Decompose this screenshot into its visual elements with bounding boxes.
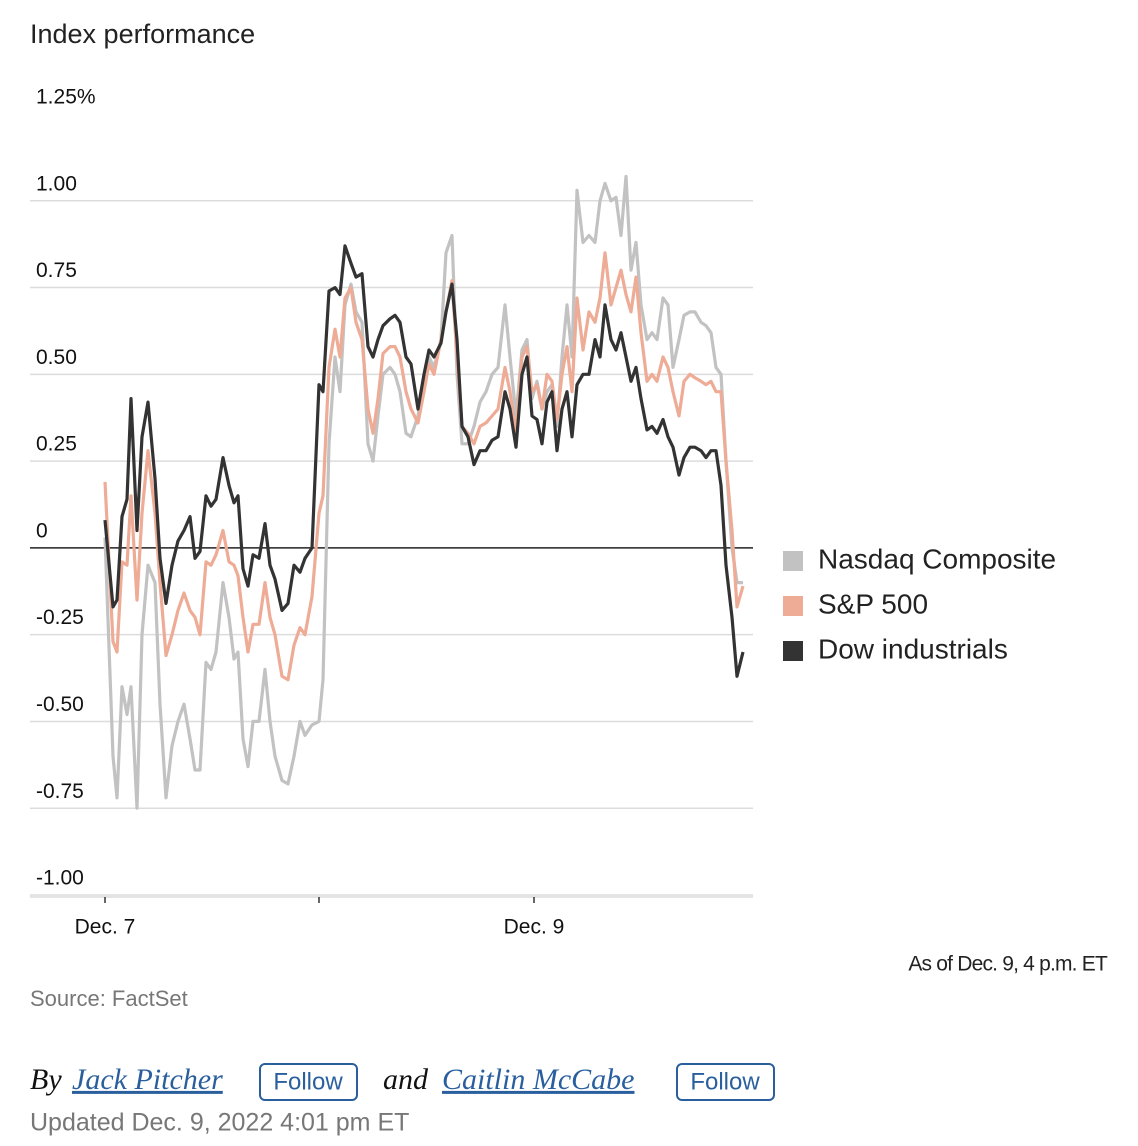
source: Source: FactSet [30,986,188,1011]
y-tick-label: 0 [36,519,48,542]
follow-button[interactable] [676,1063,775,1101]
author-link[interactable]: Caitlin McCabe [442,1063,634,1096]
byline-prefix: By [30,1063,62,1096]
y-tick-label: 0.25 [36,433,77,456]
legend-label: S&P 500 [818,588,928,619]
y-tick-label: 1.00 [36,172,77,195]
y-tick-label: -0.50 [36,693,84,716]
series-line [103,244,745,678]
follow-label[interactable]: Follow [690,1068,760,1095]
author-link[interactable]: Jack Pitcher [72,1063,223,1096]
x-tick-label: Dec. 7 [75,916,136,939]
y-tick-label: 0.50 [36,346,77,369]
y-tick-label: -0.75 [36,780,84,803]
follow-label[interactable]: Follow [273,1068,343,1095]
legend-swatch [783,551,803,571]
follow-button[interactable] [259,1063,358,1101]
series-line [103,174,743,810]
chart-title: Index performance [30,19,255,49]
legend-swatch [783,641,803,661]
series-line [103,251,745,682]
byline-conjunction: and [383,1063,429,1096]
y-tick-label: -0.25 [36,606,84,629]
updated: Updated Dec. 9, 2022 4:01 pm ET [30,1109,409,1137]
y-tick-label: 1.25% [36,86,96,109]
y-tick-label: -1.00 [36,867,84,890]
legend-label: Dow industrials [818,633,1008,664]
legend-label: Nasdaq Composite [818,543,1056,574]
legend-swatch [783,596,803,616]
note: As of Dec. 9, 4 p.m. ET [908,953,1108,976]
x-tick-label: Dec. 9 [504,916,565,939]
y-tick-label: 0.75 [36,259,77,282]
